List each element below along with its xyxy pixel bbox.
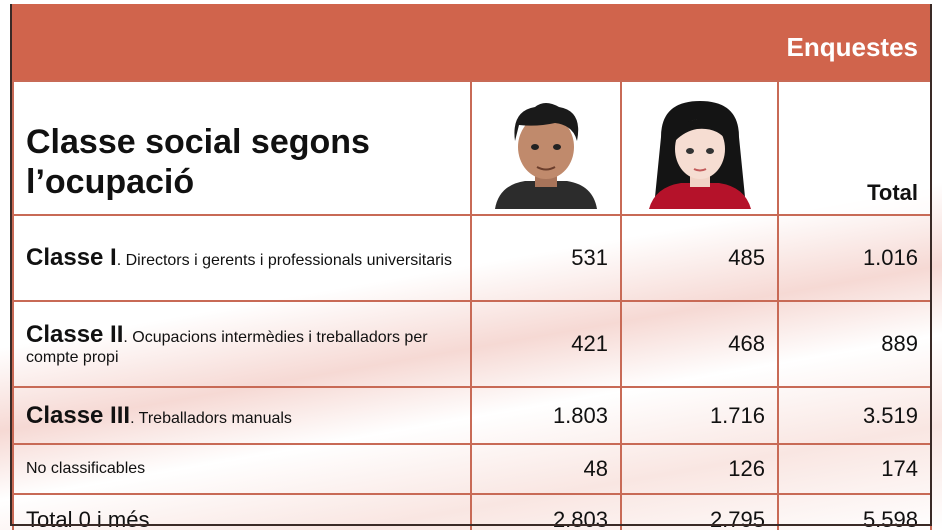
frame xyxy=(10,4,932,526)
row-label-text: . Treballadors manuals xyxy=(130,409,292,427)
value-cell: 126 xyxy=(620,443,779,495)
header-label: Classe social segons l’ocupació xyxy=(12,80,472,216)
value-cell: 1.716 xyxy=(620,386,779,445)
table-row: Classe II. Ocupacions intermèdies i treb… xyxy=(12,300,932,388)
row-label-bold: Classe I xyxy=(26,244,117,271)
female-icon xyxy=(640,97,759,209)
row-label-text: . Directors i gerents i professionals un… xyxy=(116,252,452,269)
row-label-bold: Classe II xyxy=(26,321,124,348)
table-row: Classe III. Treballadors manuals 1.803 1.7… xyxy=(12,386,932,445)
male-icon xyxy=(485,97,607,209)
value-cell: 531 xyxy=(470,214,622,302)
male-avatar xyxy=(470,80,622,216)
value-cell: 485 xyxy=(620,214,779,302)
value-cell: 421 xyxy=(470,300,622,388)
row-label: Classe I. Directors i gerents i professi… xyxy=(12,214,472,302)
row-label-text: . Ocupacions intermèdies i treballadors … xyxy=(26,329,428,366)
table-row: Classe I. Directors i gerents i professi… xyxy=(12,214,932,302)
table-row: Total 0 i més 2.803 2.795 5.598 xyxy=(12,493,932,530)
value-cell: 48 xyxy=(470,443,622,495)
value-cell: 1.016 xyxy=(777,214,932,302)
value-cell: 468 xyxy=(620,300,779,388)
row-label-text: No classificables xyxy=(26,460,146,477)
row-label: Classe III. Treballadors manuals xyxy=(12,386,472,445)
title-band: Enquestes xyxy=(12,4,930,80)
table: Classe social segons l’ocupació xyxy=(12,80,932,530)
row-label-bold: Classe III xyxy=(26,401,131,429)
header-row: Classe social segons l’ocupació xyxy=(12,80,932,216)
value-cell: 2.795 xyxy=(620,493,779,530)
row-label: Classe II. Ocupacions intermèdies i treb… xyxy=(12,300,472,388)
value-cell: 3.519 xyxy=(777,386,932,445)
header-total: Total xyxy=(777,80,932,216)
row-label: Total 0 i més xyxy=(12,493,472,530)
row-label: No classificables xyxy=(12,443,472,495)
female-avatar xyxy=(620,80,779,216)
title: Enquestes xyxy=(786,32,919,62)
value-cell: 1.803 xyxy=(470,386,622,445)
value-cell: 174 xyxy=(777,443,932,495)
value-cell: 5.598 xyxy=(777,493,932,530)
table-row: No classificables 48 126 174 xyxy=(12,443,932,495)
